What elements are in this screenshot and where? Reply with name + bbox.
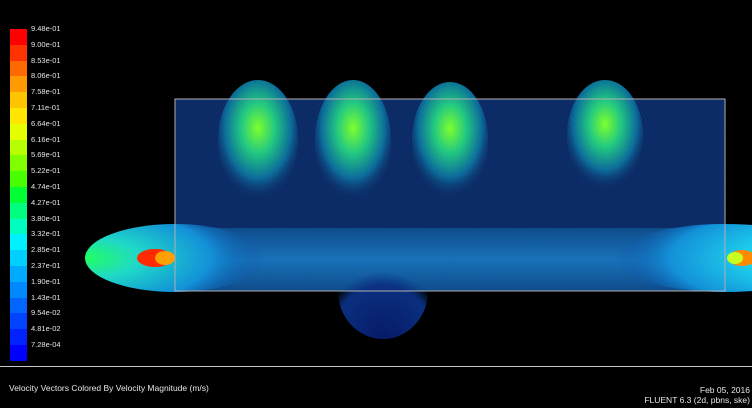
legend-row: 7.58e-01 [10,87,120,108]
color-legend: 9.48e-01 9.00e-01 8.53e-01 8.06e-01 7.58e-01… [10,24,120,361]
legend-row: 1.90e-01 [10,277,120,298]
legend-row: 2.37e-01 [10,261,120,282]
legend-swatch [10,202,27,219]
legend-label: 2.85e-01 [31,245,61,255]
legend-swatch [10,29,27,45]
legend-swatch [10,266,27,282]
legend-swatch [10,92,27,108]
legend-row: 9.54e-02 [10,308,120,330]
legend-swatch [10,60,27,77]
legend-swatch [10,218,27,235]
legend-label: 9.00e-01 [31,39,61,49]
legend-row: 6.64e-01 [10,119,120,140]
legend-swatch [10,345,27,361]
legend-swatch [10,139,27,156]
velocity-vector-plot[interactable] [0,0,752,370]
legend-swatch [10,123,27,140]
legend-row: 4.74e-01 [10,182,120,203]
legend-row: 4.27e-01 [10,198,120,219]
right-inlet-plume [727,250,752,266]
legend-swatch [10,187,27,203]
legend-label: 1.43e-01 [31,292,61,302]
legend-swatch [10,281,27,298]
flow-field [85,80,752,339]
legend-label: 8.06e-01 [31,71,61,81]
legend-label: 1.90e-01 [31,276,61,286]
legend-label: 9.54e-02 [31,308,61,318]
legend-row: 9.48e-01 [10,24,120,45]
legend-label: 9.48e-01 [31,24,61,33]
legend-swatch [10,76,27,93]
legend-row: 7.28e-04 [10,340,120,361]
legend-swatch [10,171,27,187]
legend-swatch [10,234,27,251]
plot-caption: Velocity Vectors Colored By Velocity Mag… [9,383,209,393]
legend-label: 7.58e-01 [31,87,61,97]
legend-row: 9.00e-01 [10,40,120,61]
legend-label: 5.69e-01 [31,150,61,160]
legend-label: 7.28e-04 [31,340,61,349]
legend-label: 6.16e-01 [31,134,61,144]
legend-row: 5.69e-01 [10,150,120,172]
legend-swatch [10,250,27,266]
plot-date: Feb 05, 2016 [699,385,750,395]
legend-label: 6.64e-01 [31,118,61,128]
legend-row: 1.43e-01 [10,293,120,314]
legend-row: 8.53e-01 [10,56,120,77]
left-inlet-plume [137,249,175,267]
legend-label: 8.53e-01 [31,55,61,65]
legend-swatch [10,108,27,124]
legend-swatch [10,313,27,330]
solver-info: FLUENT 6.3 (2d, pbns, ske) [644,395,750,405]
legend-row: 2.85e-01 [10,245,120,266]
legend-label: 5.22e-01 [31,166,61,176]
legend-label: 7.11e-01 [31,103,61,112]
legend-swatch [10,297,27,314]
legend-label: 3.32e-01 [31,229,61,239]
legend-row: 3.80e-01 [10,214,120,235]
legend-row: 8.06e-01 [10,71,120,93]
legend-label: 2.37e-01 [31,261,61,270]
legend-swatch [10,329,27,345]
legend-label: 4.27e-01 [31,197,61,207]
legend-row: 3.32e-01 [10,229,120,251]
legend-swatch [10,155,27,172]
legend-label: 3.80e-01 [31,213,61,223]
legend-row: 4.81e-02 [10,324,120,345]
footer-divider [0,366,752,367]
legend-row: 6.16e-01 [10,135,120,156]
legend-swatch [10,44,27,61]
legend-label: 4.81e-02 [31,324,61,334]
legend-row: 5.22e-01 [10,166,120,187]
domain-boundary [174,98,726,292]
legend-label: 4.74e-01 [31,182,61,191]
legend-row: 7.11e-01 [10,103,120,124]
